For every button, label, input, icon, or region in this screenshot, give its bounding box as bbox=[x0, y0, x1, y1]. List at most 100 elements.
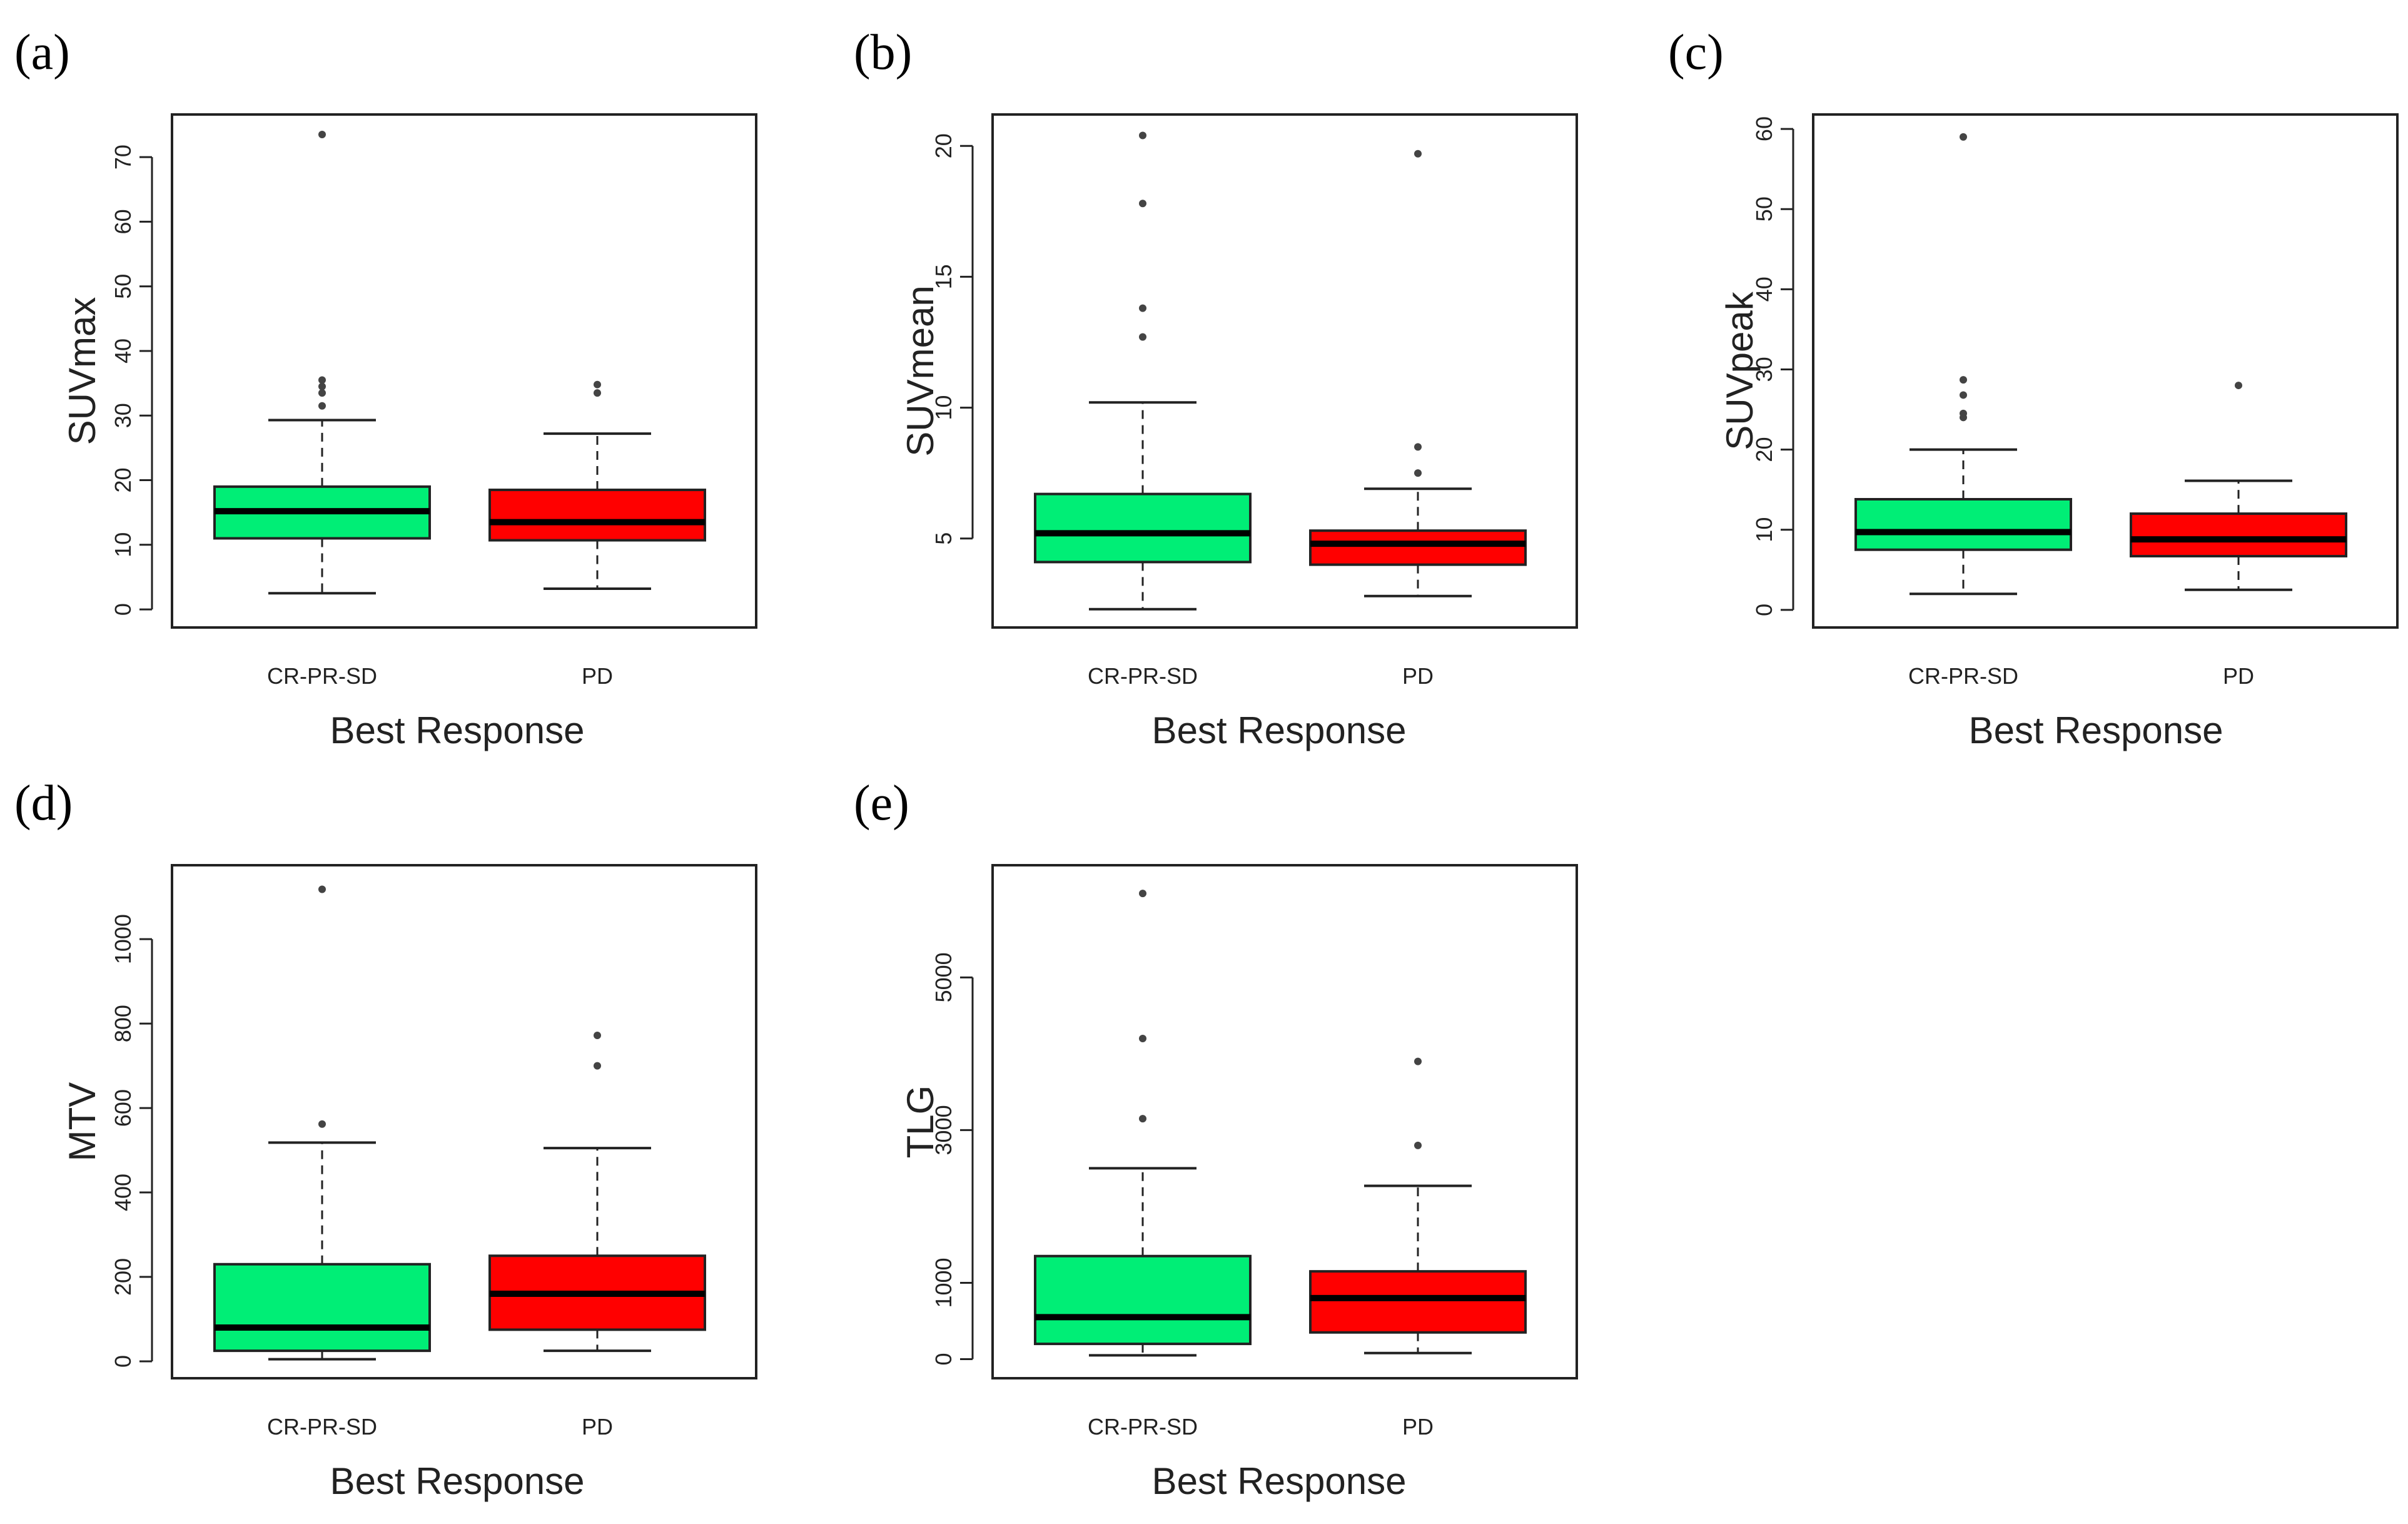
y-axis: 0 10 20 30 40 50 60 bbox=[1751, 116, 1794, 616]
y-axis-title: MTV bbox=[61, 1082, 103, 1162]
y-axis: 5 10 15 20 bbox=[931, 133, 974, 545]
outlier-point bbox=[1414, 1057, 1422, 1065]
outlier-point bbox=[1139, 890, 1146, 898]
outlier-point bbox=[1414, 150, 1422, 158]
y-tick-label: 20 bbox=[931, 133, 956, 158]
outlier-point bbox=[318, 402, 326, 410]
outlier-point bbox=[318, 1120, 326, 1128]
outlier-point bbox=[318, 885, 326, 893]
x-category-label: PD bbox=[582, 663, 613, 689]
outlier-point bbox=[1414, 469, 1422, 477]
y-tick-label: 15 bbox=[931, 264, 956, 289]
outlier-point bbox=[1139, 304, 1146, 312]
panel-label: (b) bbox=[854, 25, 912, 80]
x-category-label: CR-PR-SD bbox=[1908, 663, 2018, 689]
plot-frame bbox=[1812, 113, 2399, 629]
y-axis-title: SUVmax bbox=[61, 297, 103, 445]
y-tick-label: 20 bbox=[1751, 437, 1777, 462]
panel-label: (c) bbox=[1668, 25, 1724, 80]
panel-b: (b) 5 10 15 20 CR-PR-SD PD SUVmean Best Resp… bbox=[854, 25, 1578, 751]
boxes: CR-PR-SD PD bbox=[1034, 890, 1527, 1440]
y-axis-title: SUVmean bbox=[899, 285, 941, 456]
y-tick-label: 200 bbox=[110, 1258, 136, 1296]
y-tick-label: 40 bbox=[110, 338, 136, 363]
outlier-point bbox=[1960, 133, 1967, 141]
y-tick-label: 60 bbox=[110, 209, 136, 234]
x-axis-title: Best Response bbox=[330, 1460, 585, 1502]
y-tick-label: 5000 bbox=[931, 952, 956, 1002]
panel-a: (a) 0 10 20 30 40 50 60 70 CR-PR-SD PD SUVmax Be… bbox=[14, 25, 757, 751]
panel-label: (e) bbox=[854, 776, 909, 831]
y-tick-label: 3000 bbox=[931, 1105, 956, 1155]
x-axis-title: Best Response bbox=[330, 709, 585, 751]
y-axis: 0 200 400 600 800 1000 bbox=[110, 914, 153, 1368]
y-tick-label: 70 bbox=[110, 145, 136, 170]
x-category-label: PD bbox=[1402, 1414, 1434, 1440]
outlier-point bbox=[318, 389, 326, 397]
outlier-point bbox=[1960, 391, 1967, 399]
outlier-point bbox=[1960, 409, 1967, 417]
plot-frame bbox=[171, 864, 757, 1379]
x-axis-title: Best Response bbox=[1152, 709, 1407, 751]
outlier-point bbox=[1139, 333, 1146, 341]
panel-label: (a) bbox=[14, 25, 70, 80]
x-category-label: CR-PR-SD bbox=[267, 1414, 377, 1440]
y-tick-label: 50 bbox=[110, 274, 136, 299]
outlier-point bbox=[1139, 1034, 1146, 1042]
box bbox=[2130, 512, 2347, 557]
y-axis: 0 1000 3000 5000 bbox=[931, 952, 974, 1366]
y-tick-label: 0 bbox=[110, 1355, 136, 1368]
boxes: CR-PR-SD PD bbox=[1854, 133, 2347, 689]
y-tick-label: 1000 bbox=[931, 1257, 956, 1308]
outlier-point bbox=[318, 376, 326, 384]
box bbox=[1309, 1270, 1527, 1334]
boxes: CR-PR-SD PD bbox=[213, 131, 706, 689]
box bbox=[1309, 529, 1527, 566]
outlier-point bbox=[594, 1062, 601, 1070]
box bbox=[1854, 498, 2072, 551]
y-tick-label: 60 bbox=[1751, 116, 1777, 141]
outlier-point bbox=[1960, 376, 1967, 384]
y-axis-title: TLG bbox=[899, 1085, 941, 1159]
x-category-label: CR-PR-SD bbox=[1088, 1414, 1198, 1440]
outlier-point bbox=[594, 389, 601, 397]
box bbox=[213, 1262, 431, 1353]
y-axis-title: SUVpeak bbox=[1719, 291, 1761, 450]
x-category-label: PD bbox=[582, 1414, 613, 1440]
y-tick-label: 40 bbox=[1751, 277, 1777, 302]
x-axis-title: Best Response bbox=[1152, 1460, 1407, 1502]
x-category-label: PD bbox=[1402, 663, 1434, 689]
outlier-point bbox=[594, 380, 601, 389]
outlier-point bbox=[318, 382, 326, 390]
outlier-point bbox=[1139, 1115, 1146, 1123]
outlier-point bbox=[1139, 200, 1146, 208]
x-category-label: CR-PR-SD bbox=[1088, 663, 1198, 689]
y-tick-label: 20 bbox=[110, 468, 136, 493]
y-tick-label: 0 bbox=[110, 603, 136, 616]
outlier-point bbox=[1414, 1141, 1422, 1149]
box bbox=[1034, 1254, 1252, 1346]
outlier-point bbox=[2235, 382, 2242, 390]
box bbox=[488, 489, 706, 542]
outlier-point bbox=[1139, 131, 1146, 140]
boxes: CR-PR-SD PD bbox=[213, 885, 706, 1440]
plot-frame bbox=[171, 113, 757, 629]
y-tick-label: 0 bbox=[931, 1353, 956, 1365]
x-axis-title: Best Response bbox=[1969, 709, 2223, 751]
y-tick-label: 5 bbox=[931, 532, 956, 545]
y-tick-label: 30 bbox=[110, 403, 136, 428]
y-tick-label: 0 bbox=[1751, 604, 1777, 616]
y-tick-label: 600 bbox=[110, 1089, 136, 1127]
outlier-point bbox=[594, 1031, 601, 1039]
y-tick-label: 10 bbox=[110, 532, 136, 557]
y-tick-label: 50 bbox=[1751, 196, 1777, 221]
x-category-label: CR-PR-SD bbox=[267, 663, 377, 689]
box bbox=[1034, 492, 1252, 564]
x-category-label: PD bbox=[2223, 663, 2254, 689]
y-axis: 0 10 20 30 40 50 60 70 bbox=[110, 145, 153, 616]
y-tick-label: 400 bbox=[110, 1174, 136, 1211]
y-tick-label: 30 bbox=[1751, 357, 1777, 382]
panel-c: (c) 0 10 20 30 40 50 60 CR-PR-SD PD SUVpeak Bes… bbox=[1668, 25, 2399, 751]
panel-label: (d) bbox=[14, 776, 73, 831]
